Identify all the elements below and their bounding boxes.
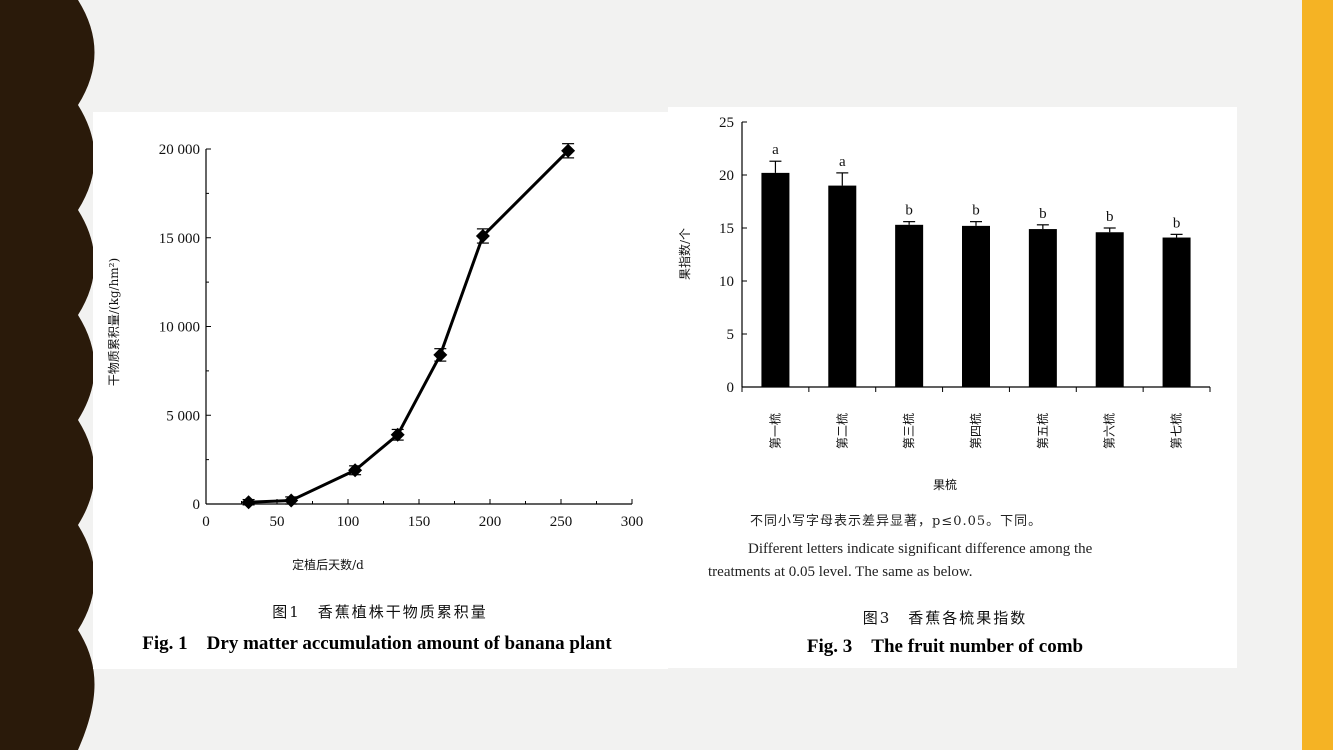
chart2-x-tick-label: 第四梳 [968,413,983,449]
accent-side-bar [1302,0,1333,750]
chart1-data-point [475,228,490,243]
chart2-tick-labels: 0 5 10 15 20 25 第一梳 第二梳 第三梳 第四梳 第五梳 第六梳 第七梳 [719,115,1184,449]
chart2-significance-letter: b [1106,209,1114,225]
chart2-note-en-line1: Different letters indicate significant d… [748,541,1093,557]
chart2-bar [1162,237,1191,387]
chart2-y-tick-label: 15 [719,221,734,237]
chart1-y-axis-label: 干物质累积量/(kg/hm²) [107,258,121,386]
chart2-bar [895,224,924,387]
chart2-x-tick-label: 第二梳 [834,413,849,449]
chart2-marks: a a b b b b b [761,142,1191,387]
chart2-bar [1028,229,1057,387]
chart2-bar [1095,232,1124,387]
chart2-significance-letter: b [972,203,980,219]
figure-3-caption-en: Fig. 3 The fruit number of comb [807,636,1083,657]
chart1-data-point [561,143,576,158]
dry-matter-line-chart: 0 50 100 150 200 250 300 0 5 000 10 000 15 000 20 0… [107,142,644,654]
chart1-data-point [390,427,405,442]
chart2-bar [761,172,790,387]
chart1-series-line [248,149,570,504]
chart2-x-axis-label: 果梳 [933,477,957,492]
chart1-y-tick-label: 10 000 [159,320,200,336]
chart2-note-zh: 不同小写字母表示差异显著，p≤0.05。下同。 [750,514,1042,529]
chart2-bar [962,225,990,387]
chart2-significance-letter: a [839,154,846,170]
chart1-y-tick-label: 5 000 [166,408,200,424]
decorative-wavy-band [0,0,95,750]
chart2-significance-letter: b [1173,215,1181,231]
chart2-y-tick-label: 20 [719,168,734,184]
figure-3-caption-zh: 图3 香蕉各梳果指数 [863,609,1028,627]
chart2-significance-letter: a [772,142,779,158]
chart1-x-tick-label: 200 [479,514,502,530]
chart2-y-tick-label: 25 [719,115,734,131]
figure-1-panel: 0 50 100 150 200 250 300 0 5 000 10 000 15 000 20 0… [93,112,668,669]
chart1-data-point [284,493,299,508]
chart2-significance-letter: b [905,203,913,219]
chart2-y-tick-label: 5 [727,327,735,343]
chart1-x-tick-label: 100 [337,514,360,530]
chart2-x-tick-label: 第一梳 [767,413,782,449]
chart2-y-axis-label: 果指数/个 [677,228,692,280]
chart2-y-tick-label: 10 [719,274,734,290]
chart2-x-tick-label: 第三梳 [901,413,916,449]
chart1-x-tick-label: 250 [550,514,573,530]
chart1-x-tick-label: 300 [621,514,644,530]
chart1-x-tick-label: 50 [270,514,285,530]
chart1-data-point [241,495,256,510]
chart2-x-tick-label: 第五梳 [1035,413,1050,449]
chart1-data-point [433,347,448,362]
chart1-y-tick-label: 0 [193,497,201,513]
chart1-data-point [348,463,363,478]
chart1-axes [205,148,633,505]
chart1-y-tick-label: 15 000 [159,231,200,247]
chart1-marks [241,143,576,510]
chart1-x-axis-label: 定植后天数/d [292,557,364,572]
chart2-significance-letter: b [1039,206,1047,222]
chart1-y-tick-label: 20 000 [159,142,200,158]
chart2-bar [828,185,857,387]
chart1-x-tick-label: 150 [408,514,431,530]
chart2-y-tick-label: 0 [727,380,735,396]
chart1-tick-labels: 0 50 100 150 200 250 300 0 5 000 10 000 15 000 20 0… [159,142,644,530]
chart2-note-en-line2: treatments at 0.05 level. The same as be… [708,564,973,580]
figure-1-caption-en: Fig. 1 Dry matter accumulation amount of… [142,633,612,654]
chart2-x-tick-label: 第六梳 [1102,413,1117,449]
chart1-x-tick-label: 0 [202,514,210,530]
figure-1-caption-zh: 图1 香蕉植株干物质累积量 [272,603,488,621]
chart2-x-tick-label: 第七梳 [1169,413,1184,449]
